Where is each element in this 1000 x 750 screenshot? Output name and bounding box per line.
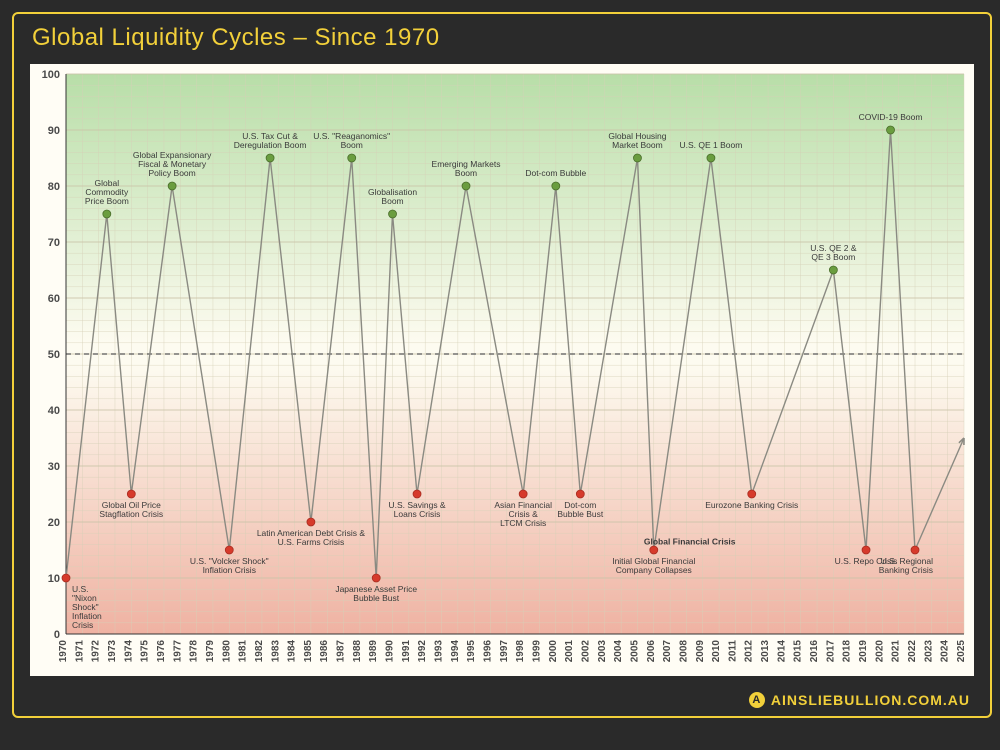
brand-logo-icon: A — [749, 692, 765, 708]
svg-text:2005: 2005 — [629, 640, 640, 663]
svg-text:1991: 1991 — [401, 640, 412, 663]
svg-text:80: 80 — [48, 181, 60, 193]
svg-text:U.S. Farms Crisis: U.S. Farms Crisis — [278, 537, 345, 547]
svg-text:2004: 2004 — [613, 640, 624, 663]
svg-text:2003: 2003 — [597, 640, 608, 663]
svg-text:2023: 2023 — [923, 640, 934, 663]
svg-text:Policy Boom: Policy Boom — [149, 168, 196, 178]
svg-text:Stagflation Crisis: Stagflation Crisis — [99, 509, 163, 519]
svg-text:2020: 2020 — [874, 640, 885, 663]
svg-text:1977: 1977 — [172, 640, 183, 663]
svg-text:LTCM Crisis: LTCM Crisis — [500, 518, 546, 528]
svg-text:1970: 1970 — [58, 640, 69, 663]
svg-text:U.S. QE 1 Boom: U.S. QE 1 Boom — [680, 140, 743, 150]
svg-text:0: 0 — [54, 629, 60, 641]
svg-text:1979: 1979 — [205, 640, 216, 663]
svg-text:1971: 1971 — [74, 640, 85, 663]
svg-text:2009: 2009 — [695, 640, 706, 663]
svg-text:Dot-com Bubble: Dot-com Bubble — [525, 168, 586, 178]
svg-text:1996: 1996 — [483, 640, 494, 663]
svg-text:Market Boom: Market Boom — [612, 140, 663, 150]
svg-text:100: 100 — [42, 69, 60, 81]
chart-title: Global Liquidity Cycles – Since 1970 — [32, 24, 440, 52]
svg-text:1990: 1990 — [385, 640, 396, 663]
svg-text:2021: 2021 — [891, 640, 902, 663]
svg-text:70: 70 — [48, 237, 60, 249]
svg-text:1976: 1976 — [156, 640, 167, 663]
svg-text:1988: 1988 — [352, 640, 363, 663]
svg-text:2011: 2011 — [727, 640, 738, 662]
svg-text:1997: 1997 — [499, 640, 510, 663]
svg-text:2010: 2010 — [711, 640, 722, 663]
svg-text:1982: 1982 — [254, 640, 265, 663]
svg-text:2001: 2001 — [564, 640, 575, 663]
footer-attribution: A AINSLIEBULLION.COM.AU — [749, 692, 970, 708]
svg-text:Bubble Bust: Bubble Bust — [557, 509, 603, 519]
svg-text:2013: 2013 — [760, 640, 771, 663]
svg-text:50: 50 — [48, 349, 60, 361]
svg-text:1972: 1972 — [91, 640, 102, 663]
svg-text:Banking Crisis: Banking Crisis — [879, 565, 933, 575]
svg-text:Bubble Bust: Bubble Bust — [353, 593, 399, 603]
svg-text:Global Financial Crisis: Global Financial Crisis — [644, 536, 736, 546]
svg-text:2025: 2025 — [956, 640, 967, 663]
svg-text:2014: 2014 — [776, 640, 787, 663]
svg-text:1974: 1974 — [123, 640, 134, 663]
svg-text:1998: 1998 — [515, 640, 526, 663]
chart-svg: 0 10 20 30 40 50 60 70 80 90 100 1970 1971 1972 1973 19… — [30, 64, 974, 676]
svg-text:40: 40 — [48, 405, 60, 417]
svg-text:Boom: Boom — [455, 168, 477, 178]
svg-text:Deregulation Boom: Deregulation Boom — [234, 140, 307, 150]
svg-text:1993: 1993 — [434, 640, 445, 663]
svg-text:2018: 2018 — [842, 640, 853, 663]
svg-text:2012: 2012 — [744, 640, 755, 663]
svg-text:Crisis: Crisis — [72, 620, 93, 630]
svg-text:30: 30 — [48, 461, 60, 473]
svg-text:Eurozone Banking Crisis: Eurozone Banking Crisis — [705, 500, 798, 510]
svg-text:1995: 1995 — [466, 640, 477, 663]
svg-text:1989: 1989 — [368, 640, 379, 663]
svg-text:2017: 2017 — [825, 640, 836, 663]
svg-text:1983: 1983 — [270, 640, 281, 663]
svg-text:Price Boom: Price Boom — [85, 196, 129, 206]
svg-text:60: 60 — [48, 293, 60, 305]
svg-text:2019: 2019 — [858, 640, 869, 663]
svg-text:1992: 1992 — [417, 640, 428, 663]
chart-frame: Global Liquidity Cycles – Since 1970 0 10… — [12, 12, 992, 718]
svg-text:1999: 1999 — [531, 640, 542, 663]
svg-text:90: 90 — [48, 125, 60, 137]
svg-text:1980: 1980 — [221, 640, 232, 663]
svg-text:2022: 2022 — [907, 640, 918, 663]
svg-text:1981: 1981 — [238, 640, 249, 663]
svg-text:Boom: Boom — [341, 140, 363, 150]
svg-text:1978: 1978 — [189, 640, 200, 663]
svg-text:QE 3 Boom: QE 3 Boom — [811, 252, 855, 262]
svg-text:Company Collapses: Company Collapses — [616, 565, 692, 575]
svg-text:Loans Crisis: Loans Crisis — [394, 509, 441, 519]
svg-text:1973: 1973 — [107, 640, 118, 663]
svg-text:COVID-19 Boom: COVID-19 Boom — [859, 112, 923, 122]
svg-text:1975: 1975 — [140, 640, 151, 663]
svg-text:1984: 1984 — [287, 640, 298, 663]
svg-text:2016: 2016 — [809, 640, 820, 663]
svg-text:2007: 2007 — [662, 640, 673, 663]
svg-text:1986: 1986 — [319, 640, 330, 663]
footer-text: AINSLIEBULLION.COM.AU — [771, 692, 970, 708]
svg-text:2002: 2002 — [580, 640, 591, 663]
plot-area: 0 10 20 30 40 50 60 70 80 90 100 1970 1971 1972 1973 19… — [30, 64, 974, 676]
svg-text:2000: 2000 — [548, 640, 559, 663]
svg-text:1994: 1994 — [450, 640, 461, 663]
svg-text:Boom: Boom — [381, 196, 403, 206]
svg-text:Inflation Crisis: Inflation Crisis — [203, 565, 256, 575]
svg-text:1987: 1987 — [336, 640, 347, 663]
svg-text:2015: 2015 — [793, 640, 804, 663]
svg-text:20: 20 — [48, 517, 60, 529]
svg-text:2008: 2008 — [678, 640, 689, 663]
svg-text:1985: 1985 — [303, 640, 314, 663]
svg-text:10: 10 — [48, 573, 60, 585]
svg-text:2024: 2024 — [940, 640, 951, 663]
svg-text:2006: 2006 — [646, 640, 657, 663]
